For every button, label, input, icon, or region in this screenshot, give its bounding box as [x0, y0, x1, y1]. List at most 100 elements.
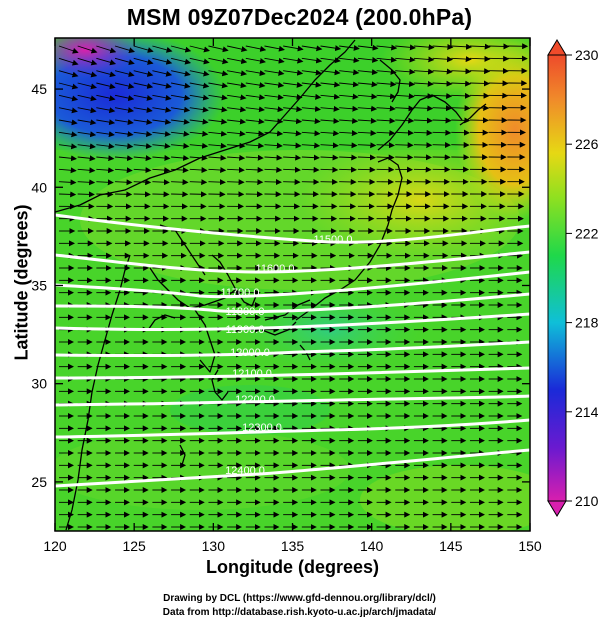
- wind-arrow: [96, 155, 115, 162]
- wind-arrow: [114, 143, 134, 150]
- wind-arrow: [245, 142, 265, 149]
- wind-arrow: [432, 117, 452, 124]
- wind-arrow: [320, 118, 340, 125]
- wind-arrow: [227, 45, 248, 53]
- wind-arrow: [301, 166, 320, 173]
- contour-label: 11900.0: [226, 324, 265, 336]
- wind-arrow: [245, 106, 265, 113]
- wind-arrow: [264, 57, 285, 64]
- wind-arrow: [133, 57, 154, 65]
- wind-arrow: [77, 94, 97, 102]
- wind-arrow: [114, 94, 135, 102]
- wind-arrow: [58, 57, 79, 66]
- colorbar-lower-extension: [547, 500, 567, 517]
- wind-arrow: [208, 45, 229, 53]
- wind-arrow: [133, 45, 154, 53]
- wind-arrow: [264, 94, 284, 101]
- wind-arrow: [96, 167, 115, 174]
- wind-arrow: [77, 45, 98, 54]
- wind-arrow: [58, 179, 77, 186]
- wind-arrow: [413, 56, 435, 63]
- wind-arrow: [413, 129, 433, 136]
- wind-arrow: [171, 154, 190, 161]
- wind-arrow: [245, 166, 264, 173]
- wind-arrow: [189, 142, 209, 149]
- wind-arrow: [227, 57, 248, 65]
- wind-arrow: [376, 93, 397, 100]
- y-tick-label: 30: [31, 376, 47, 392]
- wind-arrow: [227, 142, 246, 149]
- wind-arrow: [58, 167, 77, 174]
- wind-arrow: [264, 154, 283, 161]
- wind-arrow: [208, 106, 228, 113]
- wind-arrow: [283, 154, 302, 161]
- wind-arrow: [264, 142, 283, 149]
- colorbar-tick-label: 226: [575, 136, 599, 152]
- wind-arrow: [339, 93, 359, 100]
- wind-arrow: [227, 118, 246, 125]
- wind-arrow: [469, 68, 491, 75]
- wind-arrow: [227, 94, 247, 101]
- x-tick-label: 120: [43, 538, 67, 554]
- wind-arrow: [133, 143, 153, 150]
- wind-arrow: [339, 154, 358, 161]
- wind-arrow: [283, 130, 302, 137]
- height-contours: [55, 213, 530, 488]
- wind-arrow: [339, 69, 360, 76]
- wind-arrow: [264, 179, 282, 186]
- wind-arrow: [114, 70, 135, 78]
- wind-arrow: [488, 43, 510, 50]
- wind-arrow: [152, 82, 172, 89]
- wind-arrow: [376, 56, 397, 63]
- wind-arrow: [58, 107, 78, 114]
- wind-arrow: [376, 117, 396, 124]
- wind-arrow: [227, 106, 247, 113]
- contour-label: 11600.0: [256, 263, 295, 275]
- wind-arrow: [339, 130, 358, 137]
- wind-arrow: [320, 166, 339, 173]
- wind-arrow: [208, 179, 226, 186]
- wind-arrow: [395, 56, 416, 63]
- wind-arrow: [96, 94, 116, 102]
- wind-arrow: [115, 179, 133, 186]
- x-tick-label: 130: [202, 538, 226, 554]
- wind-arrow: [264, 45, 285, 52]
- x-tick-label: 140: [360, 538, 384, 554]
- wind-arrow: [283, 166, 301, 173]
- wind-arrow: [170, 70, 191, 77]
- wind-arrow: [376, 44, 398, 51]
- wind-arrow: [58, 143, 78, 150]
- wind-arrow: [301, 154, 320, 161]
- wind-arrow: [114, 107, 135, 114]
- wind-arrow: [152, 57, 173, 65]
- wind-arrow: [96, 131, 115, 138]
- colorbar-ticks: 230 226 222 218 214 210: [566, 47, 599, 509]
- wind-arrow: [413, 68, 435, 75]
- wind-arrow: [469, 55, 491, 62]
- wind-arrow: [376, 154, 395, 161]
- wind-arrow: [339, 57, 360, 64]
- wind-arrow: [469, 43, 491, 50]
- wind-arrow: [77, 155, 96, 162]
- wind-arrow: [77, 107, 97, 114]
- wind-arrow: [301, 69, 322, 76]
- wind-arrow: [395, 129, 414, 136]
- wind-arrow: [432, 105, 452, 112]
- wind-arrow: [376, 129, 396, 136]
- wind-arrow: [451, 105, 471, 112]
- wind-arrow: [208, 57, 229, 65]
- wind-arrow: [395, 68, 416, 75]
- wind-arrow: [357, 81, 378, 88]
- wind-arrow: [245, 154, 264, 161]
- wind-arrow: [395, 142, 414, 149]
- colorbar-tick-label: 230: [575, 47, 599, 63]
- wind-arrow: [171, 106, 191, 113]
- wind-arrow: [320, 142, 339, 149]
- y-axis-label: Latitude (degrees): [11, 204, 32, 361]
- wind-arrow: [395, 81, 416, 88]
- wind-arrow: [189, 179, 208, 186]
- wind-arrow: [208, 70, 229, 77]
- wind-arrow: [301, 45, 323, 52]
- x-tick-label: 125: [122, 538, 146, 554]
